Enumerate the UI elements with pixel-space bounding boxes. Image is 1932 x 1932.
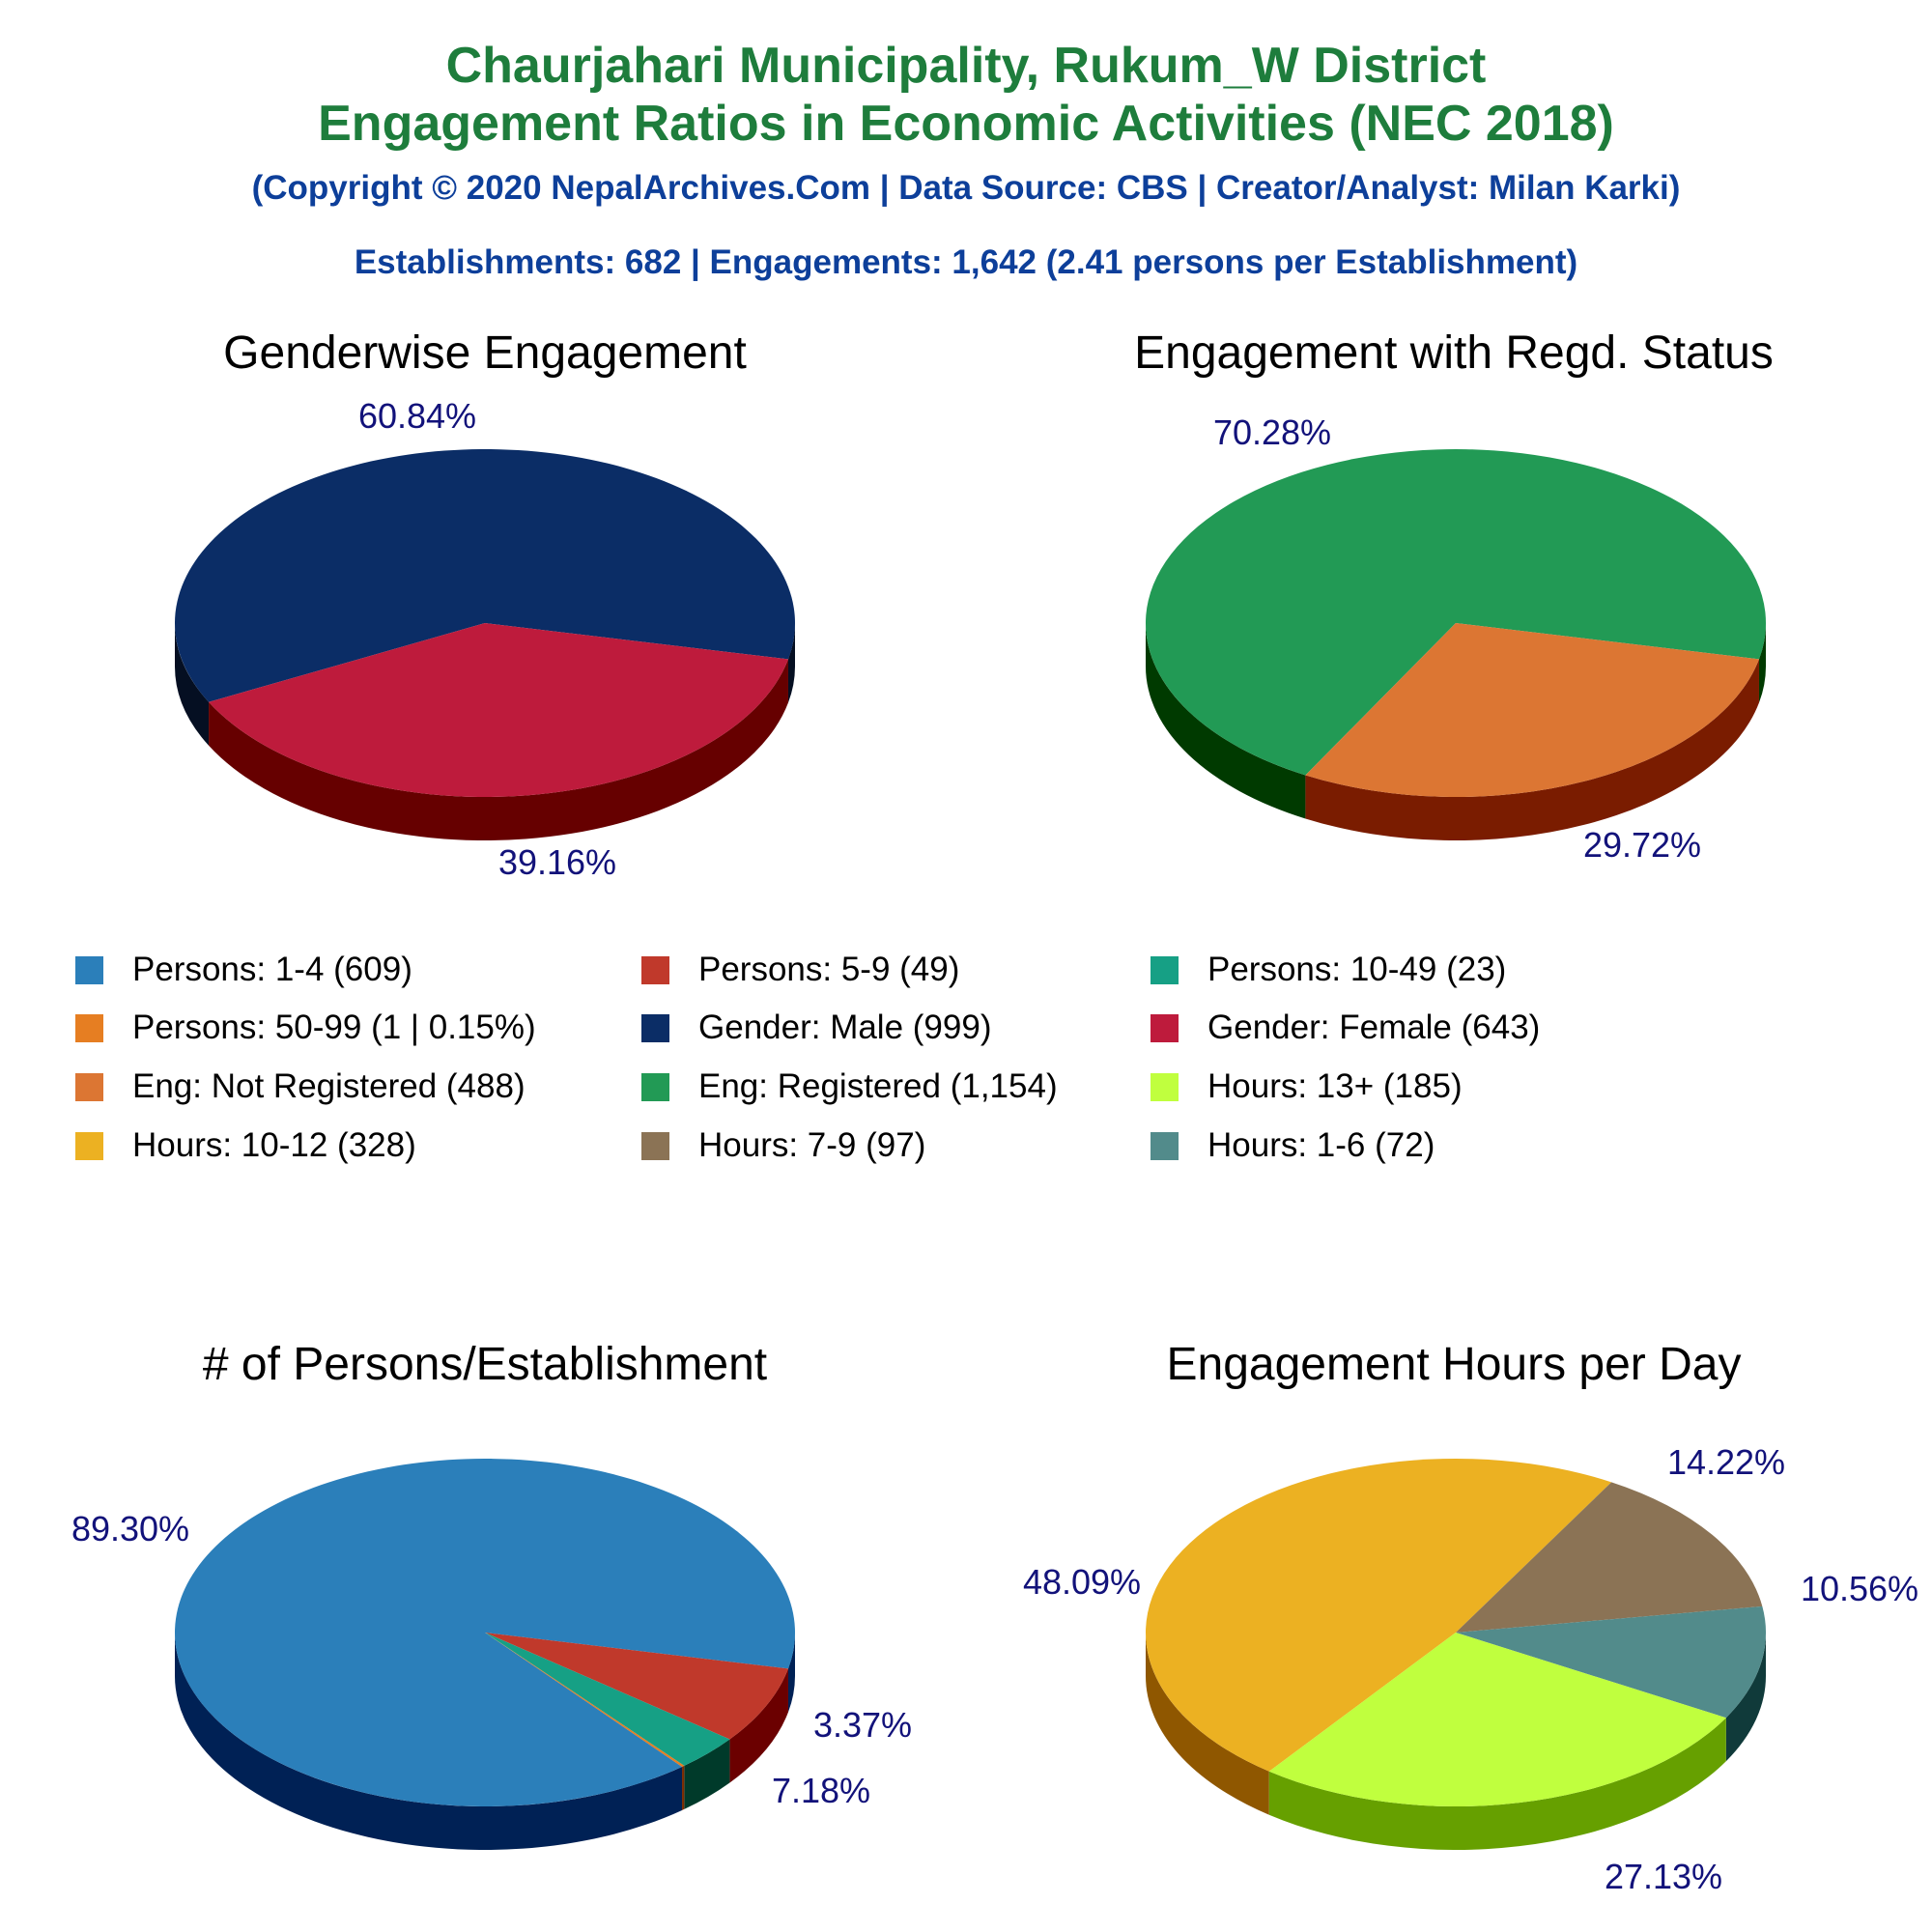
legend-swatch [1151,955,1179,984]
pie-slice [1456,1482,1763,1633]
legend-item: Persons: 50-99 (1 | 0.15%) [75,1009,536,1047]
chart-title-gender: Genderwise Engagement [223,327,747,379]
legend-label: Persons: 1-4 (609) [132,951,412,988]
page-subtitle: Engagement Ratios in Economic Activities… [318,96,1614,152]
pie-slice [174,448,795,702]
pie-slice [209,623,788,798]
legend-label: Persons: 10-49 (23) [1208,951,1507,988]
legend-item: Persons: 10-49 (23) [1151,951,1506,989]
legend-item: Eng: Registered (1,154) [641,1067,1058,1106]
legend-swatch [75,1013,103,1042]
summary-line: Establishments: 682 | Engagements: 1,642… [354,243,1578,281]
legend-label: Gender: Male (999) [698,1009,992,1046]
legend-item: Hours: 10-12 (328) [75,1126,416,1165]
pie-side [1146,1633,1269,1815]
legend-label: Eng: Registered (1,154) [698,1067,1058,1105]
pie-slice [485,1633,730,1766]
legend-swatch [75,955,103,984]
legend-swatch [75,1131,103,1160]
legend-swatch [75,1072,103,1101]
slice-percent-label: 60.84% [358,396,476,436]
pie-side [787,1633,795,1713]
slice-percent-label: 7.18% [772,1771,870,1810]
legend-swatch [1151,1072,1179,1101]
legend-label: Eng: Not Registered (488) [132,1067,526,1105]
legend-label: Hours: 13+ (185) [1208,1067,1463,1105]
pie-slice [1268,1633,1726,1806]
pie-slice [485,1633,685,1767]
legend-item: Hours: 13+ (185) [1151,1067,1463,1106]
pie-slice [174,1459,795,1807]
legend-swatch [1151,1131,1179,1160]
pie-side [787,623,795,703]
pie-side [175,623,210,746]
pie-side [1146,623,1306,819]
legend-swatch [641,1131,669,1160]
slice-percent-label: 10.56% [1801,1569,1918,1608]
slice-percent-label: 89.30% [71,1509,189,1548]
legend-label: Persons: 5-9 (49) [698,951,960,988]
page-title: Chaurjahari Municipality, Rukum_W Distri… [445,38,1487,94]
legend-item: Hours: 7-9 (97) [641,1126,925,1165]
slice-percent-label: 70.28% [1213,412,1331,452]
pie-slice [1305,623,1759,797]
legend-item: Persons: 1-4 (609) [75,951,412,989]
legend-label: Hours: 10-12 (328) [132,1126,416,1164]
pie-side [684,1739,730,1809]
slice-percent-label: 48.09% [1023,1562,1141,1602]
pie-side [175,1633,683,1850]
copyright-line: (Copyright © 2020 NepalArchives.Com | Da… [251,169,1681,207]
slice-percent-label: 29.72% [1583,825,1701,865]
pie-side [1758,623,1766,703]
pie-side [729,1668,788,1783]
legend-swatch [1151,1013,1179,1042]
legend-item: Gender: Male (999) [641,1009,991,1047]
legend-item: Hours: 1-6 (72) [1151,1126,1435,1165]
chart-title-hours: Engagement Hours per Day [1166,1339,1742,1390]
slice-percent-label: 3.37% [813,1705,912,1745]
legend-item: Persons: 5-9 (49) [641,951,959,989]
legend-swatch [641,1072,669,1101]
legend-swatch [641,1013,669,1042]
pie-slice [485,1633,788,1740]
slice-percent-label: 27.13% [1605,1857,1722,1896]
legend-label: Hours: 1-6 (72) [1208,1126,1435,1164]
chart-title-persons: # of Persons/Establishment [202,1339,768,1390]
pie-side [682,1765,685,1810]
legend-swatch [641,955,669,984]
pie-side [1305,659,1759,841]
pie-side [209,659,788,840]
legend-label: Hours: 7-9 (97) [698,1126,926,1164]
pie-slice [1456,1605,1766,1719]
pie-slice [1145,449,1766,776]
slice-percent-label: 14.22% [1667,1442,1785,1482]
slice-percent-label: 39.16% [498,842,616,882]
legend-label: Persons: 50-99 (1 | 0.15%) [132,1009,536,1046]
legend-item: Gender: Female (643) [1151,1009,1540,1047]
pie-side [1268,1718,1726,1850]
legend-label: Gender: Female (643) [1208,1009,1541,1046]
chart-title-regd: Engagement with Regd. Status [1134,327,1774,379]
pie-slice [1145,1459,1612,1772]
legend-item: Eng: Not Registered (488) [75,1067,526,1106]
pie-side [1725,1633,1766,1762]
